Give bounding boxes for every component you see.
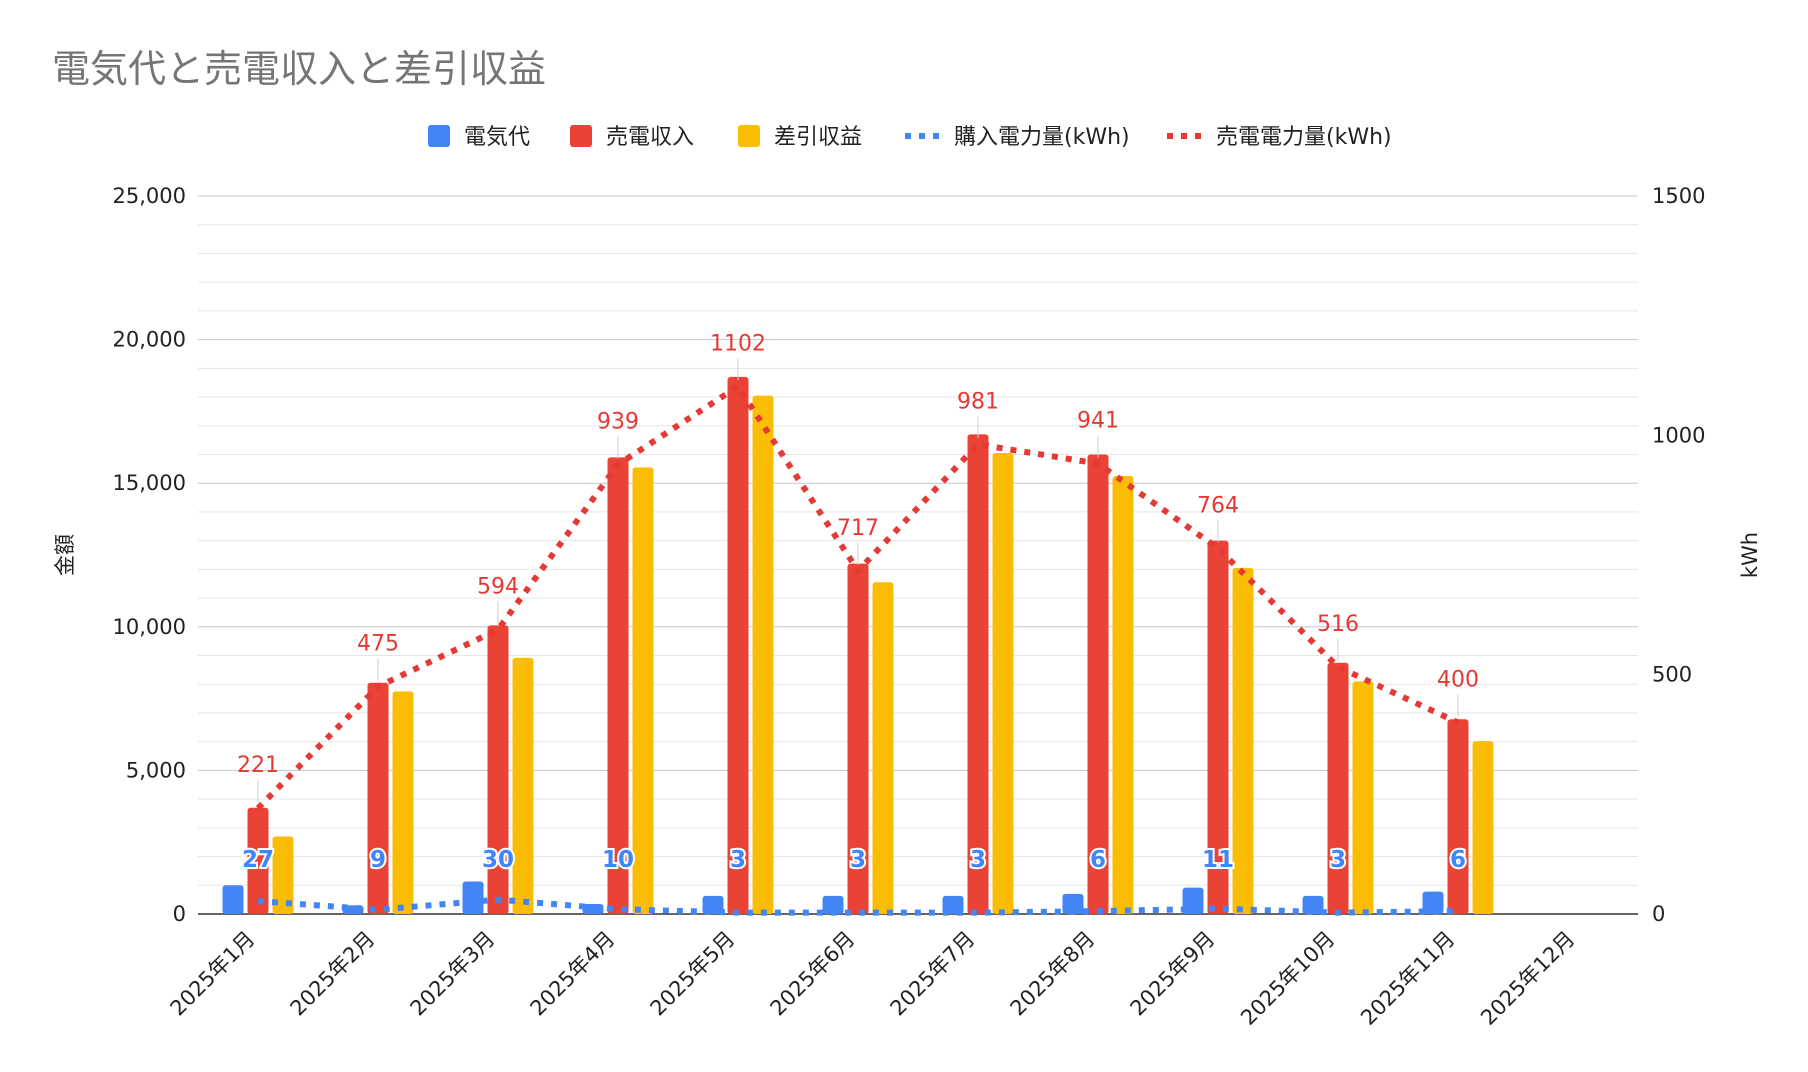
y-tick-label-right: 1000 xyxy=(1652,423,1705,447)
bar-sales-income xyxy=(727,376,749,914)
x-tick-label: 2025年4月 xyxy=(526,927,620,1021)
data-label-purchased-kwh: 3 xyxy=(730,847,746,873)
line-sold-kwh xyxy=(255,382,1460,811)
y-axis-title-left: 金額 xyxy=(53,534,77,576)
bar-net-profit xyxy=(1232,567,1254,914)
legend-label: 購入電力量(kWh) xyxy=(954,125,1130,150)
gridlines xyxy=(198,195,1638,915)
data-label-purchased-kwh: 30 xyxy=(482,847,514,873)
bar-net-profit xyxy=(392,691,414,914)
bar-sales-income xyxy=(1087,454,1109,914)
legend-swatch xyxy=(428,125,450,147)
data-label-purchased-kwh: 6 xyxy=(1450,847,1466,873)
legend-item: 売電電力量(kWh) xyxy=(1167,125,1392,150)
data-label-purchased-kwh: 6 xyxy=(1090,847,1106,873)
data-label-purchased-kwh: 3 xyxy=(970,847,986,873)
data-label-sold-kwh: 475 xyxy=(357,632,399,657)
data-label-sold-kwh: 1102 xyxy=(710,332,766,357)
y-tick-label-left: 15,000 xyxy=(113,471,186,495)
y-axis-right: 0 500 1000 1500 kWh xyxy=(1652,184,1762,926)
x-tick-label: 2025年7月 xyxy=(886,927,980,1021)
legend: 電気代 売電収入 差引収益 購入電力量(kWh) 売電電力量(kWh) xyxy=(428,125,1392,150)
legend-label: 電気代 xyxy=(464,125,530,150)
bar-sales-income xyxy=(1207,540,1229,914)
data-label-sold-kwh: 221 xyxy=(237,753,279,778)
legend-label: 差引収益 xyxy=(774,125,862,150)
bar-electricity-cost xyxy=(1302,895,1324,914)
data-label-sold-kwh: 981 xyxy=(957,389,999,414)
bar-net-profit xyxy=(872,582,894,914)
data-label-sold-kwh: 717 xyxy=(837,516,879,541)
bar-electricity-cost xyxy=(942,895,964,914)
x-tick-label: 2025年12月 xyxy=(1476,927,1579,1030)
data-label-sold-kwh: 941 xyxy=(1077,409,1119,434)
bar-net-profit xyxy=(1112,476,1134,914)
x-tick-label: 2025年6月 xyxy=(766,927,860,1021)
y-tick-label-right: 1500 xyxy=(1652,184,1705,208)
bar-electricity-cost xyxy=(822,895,844,914)
line-purchased-kwh xyxy=(257,896,1459,916)
x-tick-label: 2025年2月 xyxy=(286,927,380,1021)
bar-electricity-cost xyxy=(222,885,244,914)
data-label-sold-kwh: 400 xyxy=(1437,668,1479,693)
y-tick-label-left: 20,000 xyxy=(113,328,186,352)
chart-title: 電気代と売電収入と差引収益 xyxy=(52,47,547,91)
data-label-purchased-kwh: 3 xyxy=(850,847,866,873)
legend-swatch xyxy=(738,125,760,147)
bar-net-profit xyxy=(512,657,534,914)
bar-net-profit xyxy=(1472,741,1494,914)
bar-net-profit xyxy=(992,453,1014,914)
bar-series xyxy=(222,376,1494,914)
y-tick-label-left: 0 xyxy=(173,902,186,926)
legend-item: 購入電力量(kWh) xyxy=(905,125,1130,150)
bar-sales-income xyxy=(1327,662,1349,914)
bar-sales-income xyxy=(967,434,989,914)
bar-electricity-cost xyxy=(1062,893,1084,914)
line-series xyxy=(255,382,1460,916)
data-label-purchased-kwh: 10 xyxy=(602,847,634,873)
x-tick-label: 2025年3月 xyxy=(406,927,500,1021)
data-label-sold-kwh: 516 xyxy=(1317,612,1359,637)
data-label-purchased-kwh: 3 xyxy=(1330,847,1346,873)
data-label-purchased-kwh: 27 xyxy=(242,847,274,873)
x-tick-label: 2025年8月 xyxy=(1006,927,1100,1021)
bar-sales-income xyxy=(247,807,269,914)
data-label-sold-kwh: 764 xyxy=(1197,493,1239,518)
legend-swatch xyxy=(570,125,592,147)
y-axis-left: 0 5,000 10,000 15,000 20,000 25,000 金額 xyxy=(53,184,186,926)
x-axis: 2025年1月 2025年2月 2025年3月 2025年4月 2025年5月 2025年… xyxy=(166,927,1580,1030)
bar-sales-income xyxy=(847,563,869,914)
data-labels: 221 475 594 939 1102 717 981 941 764 516 400 27 9 30 1… xyxy=(237,332,1479,875)
data-label-purchased-kwh: 11 xyxy=(1202,847,1234,873)
legend-item: 差引収益 xyxy=(738,125,862,150)
x-tick-label: 2025年11月 xyxy=(1356,927,1459,1030)
y-tick-label-left: 10,000 xyxy=(113,615,186,639)
bar-net-profit xyxy=(752,395,774,914)
bar-electricity-cost xyxy=(462,881,484,914)
legend-label: 売電電力量(kWh) xyxy=(1216,125,1392,150)
x-tick-label: 2025年9月 xyxy=(1126,927,1220,1021)
legend-label: 売電収入 xyxy=(606,125,694,150)
y-tick-label-right: 500 xyxy=(1652,663,1692,687)
data-label-sold-kwh: 594 xyxy=(477,575,519,600)
bar-sales-income xyxy=(367,682,389,914)
legend-item: 電気代 xyxy=(428,125,530,150)
y-axis-title-right: kWh xyxy=(1738,532,1762,578)
y-tick-label-right: 0 xyxy=(1652,902,1665,926)
x-tick-label: 2025年1月 xyxy=(166,927,260,1021)
bar-net-profit xyxy=(632,467,654,914)
x-tick-label: 2025年5月 xyxy=(646,927,740,1021)
data-label-purchased-kwh: 9 xyxy=(370,847,386,873)
bar-net-profit xyxy=(1352,681,1374,914)
y-tick-label-left: 25,000 xyxy=(113,184,186,208)
y-tick-label-left: 5,000 xyxy=(126,758,186,782)
bar-sales-income xyxy=(607,457,629,914)
bar-sales-income xyxy=(487,625,509,914)
legend-item: 売電収入 xyxy=(570,125,694,150)
bar-net-profit xyxy=(272,836,294,914)
data-label-sold-kwh: 939 xyxy=(597,410,639,435)
bar-sales-income xyxy=(1447,719,1469,914)
x-tick-label: 2025年10月 xyxy=(1236,927,1339,1030)
